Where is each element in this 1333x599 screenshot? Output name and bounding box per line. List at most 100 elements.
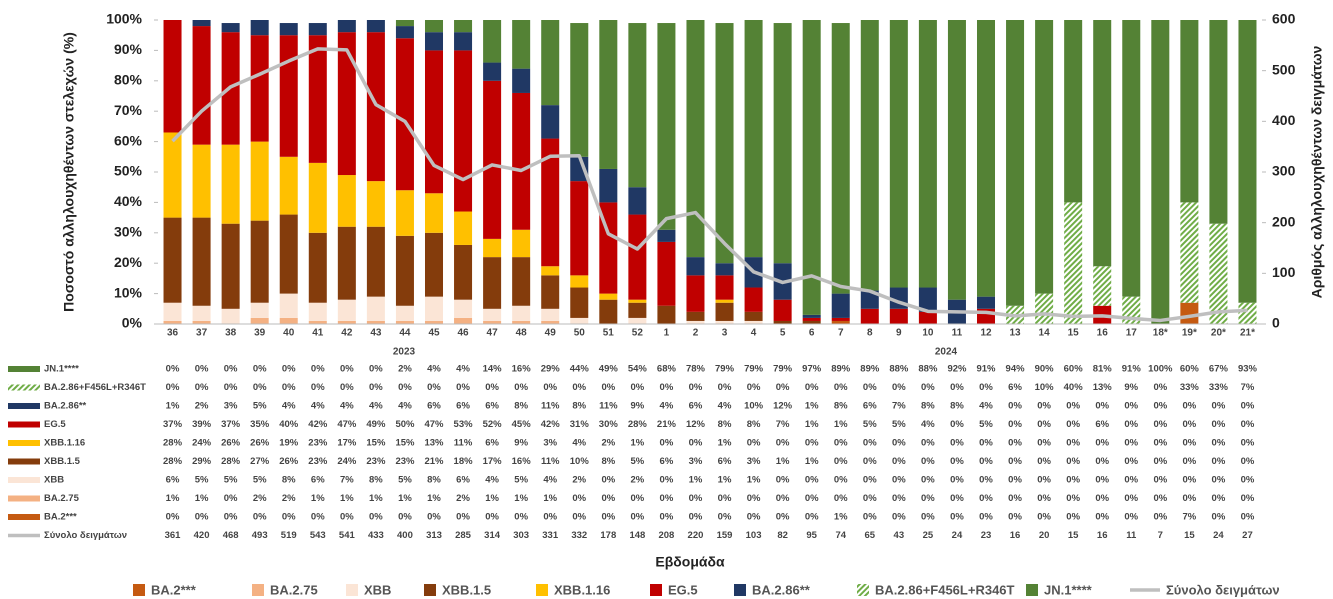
table-cell: 0% <box>950 419 964 430</box>
bar-segment <box>163 302 182 321</box>
table-cell: 0% <box>776 512 790 523</box>
bar-segment <box>192 320 211 324</box>
table-cell: 47% <box>424 419 444 430</box>
table-cell: 0% <box>1241 512 1255 523</box>
legend-swatch <box>424 584 436 596</box>
table-cell: 0% <box>747 493 761 504</box>
table-cell: 0% <box>1212 493 1226 504</box>
table-cell: 26% <box>250 438 270 449</box>
table-cell: 0% <box>979 382 993 393</box>
table-cell: 0% <box>950 456 964 467</box>
table-cell: 0% <box>369 382 383 393</box>
table-cell: 88% <box>918 364 938 375</box>
bar-segment <box>1180 20 1199 203</box>
table-swatch <box>8 366 40 372</box>
table-cell: 4% <box>572 438 586 449</box>
table-cell: 3% <box>543 438 557 449</box>
bar-segment <box>454 20 473 33</box>
table-cell: 0% <box>660 493 674 504</box>
table-cell: 1% <box>747 475 761 486</box>
table-cell: 0% <box>689 493 703 504</box>
table-cell: 52% <box>483 419 503 430</box>
table-cell: 4% <box>979 401 993 412</box>
table-cell: 0% <box>660 382 674 393</box>
table-cell: 4% <box>456 364 470 375</box>
y-tick-label: 30% <box>114 224 143 240</box>
table-cell: 13% <box>1093 382 1113 393</box>
table-cell: 9% <box>514 438 528 449</box>
bar-segment <box>570 23 589 157</box>
bar-segment <box>308 232 327 303</box>
bar-segment <box>395 38 414 191</box>
legend-label: BA.2.86** <box>752 582 811 597</box>
bar-segment <box>889 308 908 324</box>
table-cell: 0% <box>1212 419 1226 430</box>
table-cell: 68% <box>657 364 677 375</box>
table-row-label: BA.2.86+F456L+R346T <box>44 382 146 393</box>
bar-segment <box>773 320 792 324</box>
bar-segment <box>1035 293 1054 324</box>
table-cell: 0% <box>863 475 877 486</box>
table-cell: 178 <box>600 530 616 541</box>
table-cell: 0% <box>1212 438 1226 449</box>
bar-segment <box>483 257 502 309</box>
table-cell: 28% <box>163 438 183 449</box>
table-cell: 14% <box>483 364 503 375</box>
table-cell: 0% <box>166 382 180 393</box>
table-cell: 4% <box>718 401 732 412</box>
table-cell: 5% <box>979 419 993 430</box>
legend-label: XBB <box>364 582 391 597</box>
bar-segment <box>860 290 879 309</box>
bar-segment <box>279 35 298 157</box>
table-cell: 0% <box>892 475 906 486</box>
bar-segment <box>657 241 676 306</box>
table-cell: 0% <box>1212 401 1226 412</box>
bar-segment <box>744 287 763 312</box>
bar-segment <box>628 187 647 215</box>
table-cell: 0% <box>166 512 180 523</box>
table-cell: 1% <box>776 456 790 467</box>
table-cell: 8% <box>427 475 441 486</box>
y-tick-label: 40% <box>114 193 143 209</box>
x-tick-label: 5 <box>780 328 786 339</box>
bar-segment <box>366 296 385 321</box>
table-cell: 23 <box>981 530 992 541</box>
table-cell: 0% <box>253 364 267 375</box>
table-cell: 0% <box>1008 475 1022 486</box>
bar-segment <box>395 305 414 321</box>
table-cell: 18% <box>454 456 474 467</box>
bar-segment <box>1151 20 1170 324</box>
table-cell: 4% <box>398 401 412 412</box>
x-tick-label: 46 <box>457 328 469 339</box>
table-cell: 8% <box>514 401 528 412</box>
table-cell: 0% <box>892 512 906 523</box>
table-cell: 12% <box>773 401 793 412</box>
table-cell: 82 <box>777 530 788 541</box>
table-cell: 0% <box>747 438 761 449</box>
table-cell: 24 <box>952 530 963 541</box>
table-cell: 0% <box>340 364 354 375</box>
table-cell: 0% <box>892 438 906 449</box>
table-cell: 2% <box>572 475 586 486</box>
bar-segment <box>454 50 473 212</box>
bar-segment <box>424 232 444 297</box>
table-cell: 0% <box>1241 456 1255 467</box>
legend-swatch <box>1026 584 1038 596</box>
bar-segment <box>337 20 356 33</box>
bar-segment <box>279 156 298 215</box>
table-cell: 0% <box>1241 438 1255 449</box>
bar-segment <box>570 181 589 276</box>
table-cell: 49% <box>599 364 619 375</box>
bar-segment <box>918 20 937 288</box>
x-tick-label: 48 <box>516 328 528 339</box>
table-cell: 0% <box>1183 438 1197 449</box>
bar-segment <box>164 17 182 20</box>
table-cell: 0% <box>1008 419 1022 430</box>
x-tick-label: 45 <box>428 328 440 339</box>
table-cell: 91% <box>1122 364 1142 375</box>
bar-segment <box>918 311 937 324</box>
bar-segment <box>163 132 182 218</box>
table-cell: 0% <box>892 382 906 393</box>
bar-segment <box>424 32 444 51</box>
table-cell: 0% <box>1153 438 1167 449</box>
